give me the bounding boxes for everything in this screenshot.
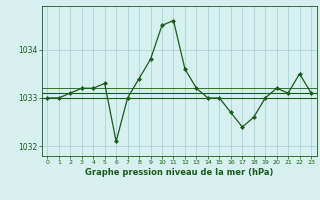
X-axis label: Graphe pression niveau de la mer (hPa): Graphe pression niveau de la mer (hPa) (85, 168, 273, 177)
